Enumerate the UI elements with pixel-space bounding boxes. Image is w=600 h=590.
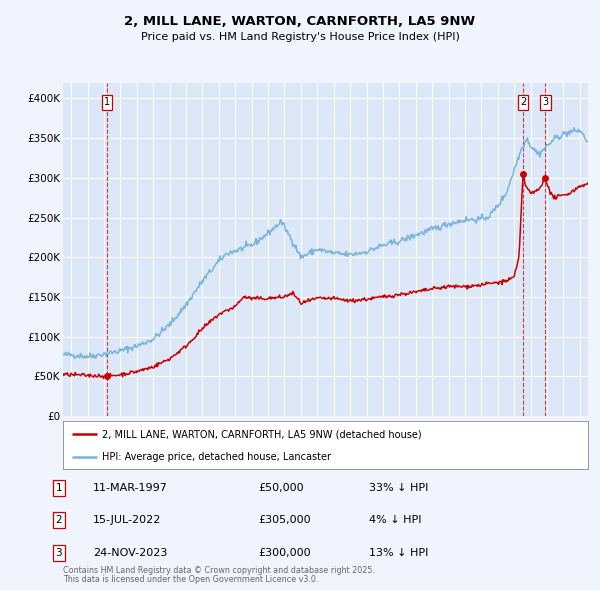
Text: Contains HM Land Registry data © Crown copyright and database right 2025.: Contains HM Land Registry data © Crown c… <box>63 566 375 575</box>
Text: 33% ↓ HPI: 33% ↓ HPI <box>369 483 428 493</box>
Text: 2: 2 <box>520 97 526 107</box>
Text: £50,000: £50,000 <box>258 483 304 493</box>
Text: £305,000: £305,000 <box>258 516 311 525</box>
Text: 3: 3 <box>55 548 62 558</box>
Text: 4% ↓ HPI: 4% ↓ HPI <box>369 516 421 525</box>
Text: £300,000: £300,000 <box>258 548 311 558</box>
Text: 15-JUL-2022: 15-JUL-2022 <box>93 516 161 525</box>
Text: 2, MILL LANE, WARTON, CARNFORTH, LA5 9NW (detached house): 2, MILL LANE, WARTON, CARNFORTH, LA5 9NW… <box>103 429 422 439</box>
Text: This data is licensed under the Open Government Licence v3.0.: This data is licensed under the Open Gov… <box>63 575 319 584</box>
Text: HPI: Average price, detached house, Lancaster: HPI: Average price, detached house, Lanc… <box>103 453 331 463</box>
Text: Price paid vs. HM Land Registry's House Price Index (HPI): Price paid vs. HM Land Registry's House … <box>140 32 460 42</box>
Text: 11-MAR-1997: 11-MAR-1997 <box>93 483 168 493</box>
Text: 1: 1 <box>55 483 62 493</box>
Text: 13% ↓ HPI: 13% ↓ HPI <box>369 548 428 558</box>
Text: 1: 1 <box>104 97 110 107</box>
Text: 2: 2 <box>55 516 62 525</box>
Text: 3: 3 <box>542 97 548 107</box>
Text: 24-NOV-2023: 24-NOV-2023 <box>93 548 167 558</box>
Text: 2, MILL LANE, WARTON, CARNFORTH, LA5 9NW: 2, MILL LANE, WARTON, CARNFORTH, LA5 9NW <box>124 15 476 28</box>
